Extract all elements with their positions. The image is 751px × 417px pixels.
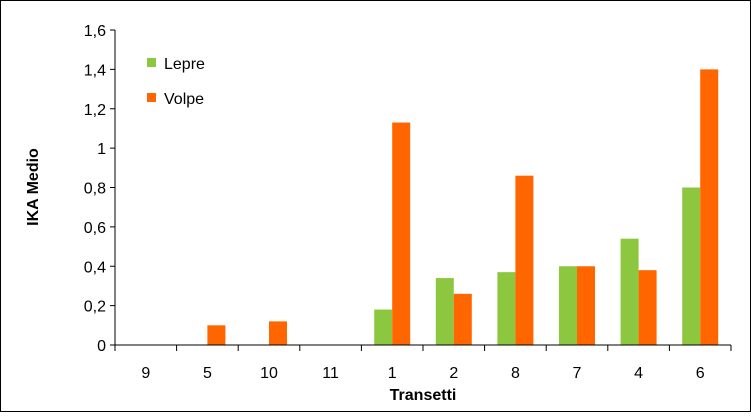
bar-lepre-1 <box>374 309 393 345</box>
x-axis-title: Transetti <box>390 387 457 404</box>
bars-group <box>207 69 719 345</box>
bar-volpe-6 <box>700 69 719 345</box>
x-tick-label: 10 <box>260 365 278 382</box>
bar-volpe-1 <box>392 122 411 345</box>
legend: Lepre Volpe <box>147 56 205 108</box>
bar-volpe-7 <box>577 266 595 345</box>
legend-swatch-lepre <box>147 58 156 67</box>
y-tick-label: 1,4 <box>84 62 106 79</box>
bar-lepre-8 <box>497 272 516 345</box>
x-tick-label: 4 <box>634 365 643 382</box>
y-ticks-group: 0 0,2 0,4 0,6 0,8 1 1,2 1,4 1,6 <box>84 23 115 355</box>
x-tick-label: 8 <box>511 365 520 382</box>
y-tick-label: 0,6 <box>84 220 106 237</box>
y-tick-label: 0,8 <box>84 181 106 198</box>
y-tick-label: 0,4 <box>84 259 106 276</box>
x-tick-label: 7 <box>573 365 582 382</box>
y-tick-label: 0,2 <box>84 299 106 316</box>
x-tick-label: 11 <box>322 365 339 382</box>
bar-volpe-2 <box>453 293 472 345</box>
x-tick-label: 1 <box>388 365 397 382</box>
y-tick-label: 1,6 <box>84 23 106 40</box>
legend-label-lepre: Lepre <box>164 56 205 73</box>
legend-swatch-volpe <box>147 93 156 102</box>
y-tick-label: 1,2 <box>84 102 106 119</box>
y-axis-title: IKA Medio <box>25 148 42 226</box>
x-tick-label: 9 <box>141 365 150 382</box>
bar-volpe-4 <box>638 270 657 345</box>
bar-volpe-8 <box>515 175 534 345</box>
x-ticks-group: 9 5 10 11 1 2 8 7 4 6 <box>114 345 732 382</box>
x-tick-label: 5 <box>203 365 212 382</box>
legend-label-volpe: Volpe <box>164 91 204 108</box>
y-tick-label: 0 <box>97 338 106 355</box>
bar-lepre-2 <box>435 278 454 345</box>
bar-lepre-6 <box>682 187 701 345</box>
bar-volpe-10 <box>269 321 287 345</box>
x-tick-label: 2 <box>449 365 458 382</box>
bar-lepre-7 <box>559 266 577 345</box>
bar-volpe-5 <box>207 325 226 345</box>
bar-lepre-4 <box>620 238 639 345</box>
x-tick-label: 6 <box>696 365 705 382</box>
y-tick-label: 1 <box>97 141 106 158</box>
